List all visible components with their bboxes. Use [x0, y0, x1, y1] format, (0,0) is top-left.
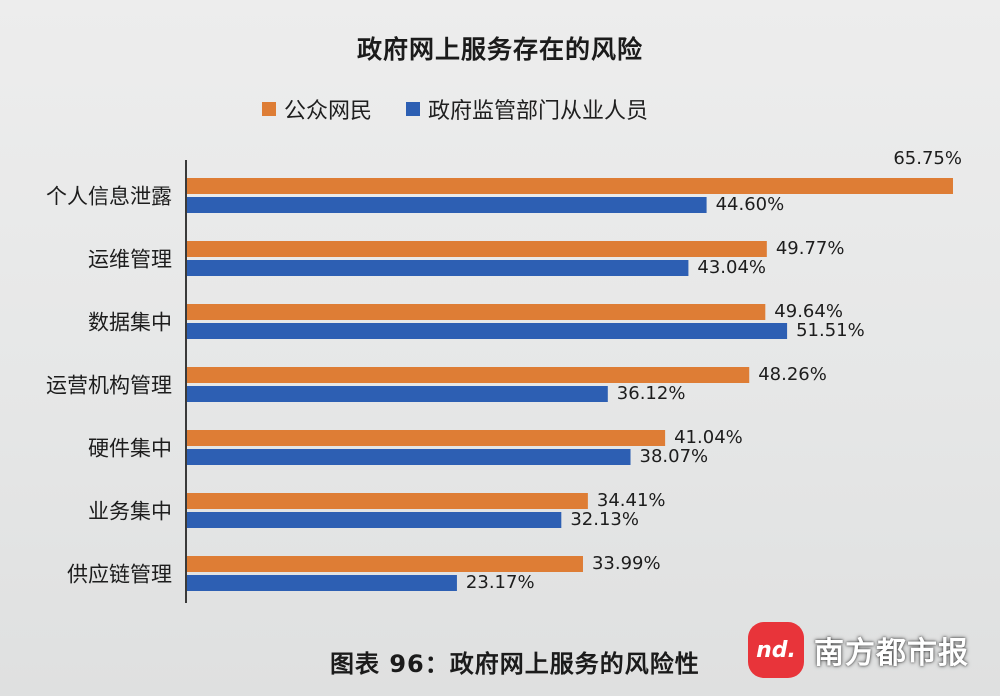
- category-label: 业务集中: [88, 500, 172, 524]
- data-label: 23.17%: [466, 572, 535, 593]
- bar-public: [187, 178, 953, 194]
- data-label: 36.12%: [617, 383, 686, 404]
- category-label: 个人信息泄露: [46, 185, 172, 209]
- legend: 公众网民 政府监管部门从业人员: [262, 93, 682, 125]
- chart-title: 政府网上服务存在的风险: [356, 35, 643, 64]
- legend-label-public: 公众网民: [284, 99, 373, 124]
- bar-government: [187, 260, 689, 276]
- bar-public: [187, 367, 750, 383]
- legend-swatch-government: [406, 102, 421, 116]
- data-label: 49.64%: [774, 301, 843, 322]
- category-label: 硬件集中: [88, 437, 172, 461]
- legend-swatch-public: [262, 102, 276, 116]
- legend-label-government: 政府监管部门从业人员: [428, 99, 649, 124]
- data-label: 38.07%: [640, 446, 709, 467]
- category-label: 数据集中: [88, 311, 172, 335]
- legend-item-public: 公众网民: [262, 93, 372, 125]
- data-label: 32.13%: [570, 509, 639, 530]
- brand-watermark: nd. 南方都市报: [748, 622, 969, 678]
- data-label: 44.60%: [716, 194, 785, 215]
- bar-public: [187, 241, 767, 257]
- data-label: 34.41%: [597, 490, 666, 511]
- bar-public: [187, 493, 588, 509]
- brand-logo: nd.: [748, 622, 804, 678]
- bar-government: [187, 323, 788, 339]
- data-label: 51.51%: [796, 320, 865, 341]
- bar-public: [187, 556, 583, 572]
- bar-government: [187, 449, 631, 465]
- data-label: 43.04%: [697, 257, 766, 278]
- data-label: 49.77%: [776, 238, 845, 259]
- data-label: 65.75%: [893, 148, 962, 169]
- bar-government: [187, 386, 608, 402]
- brand-name: 南方都市报: [814, 636, 969, 671]
- legend-item-government: 政府监管部门从业人员: [406, 93, 648, 125]
- bar-public: [187, 430, 666, 446]
- category-label: 供应链管理: [67, 563, 172, 587]
- figure-caption: 图表 96：政府网上服务的风险性: [330, 650, 700, 678]
- bar-government: [187, 512, 562, 528]
- category-label: 运营机构管理: [46, 374, 172, 398]
- data-label: 33.99%: [592, 553, 661, 574]
- data-label: 48.26%: [758, 364, 827, 385]
- bar-government: [187, 197, 707, 213]
- bar-public: [187, 304, 766, 320]
- data-label: 41.04%: [674, 427, 743, 448]
- category-label: 运维管理: [88, 248, 172, 272]
- bar-government: [187, 575, 457, 591]
